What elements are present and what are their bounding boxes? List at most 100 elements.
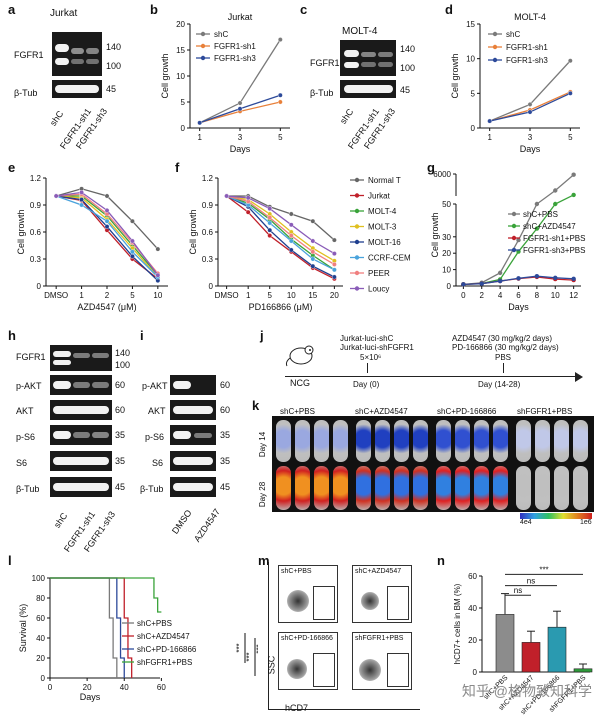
data-point <box>571 276 576 281</box>
y-axis-label: hCD7+ cells in BM (%) <box>453 583 462 664</box>
blot-image <box>170 400 216 420</box>
legend-label: MOLT-16 <box>368 238 401 247</box>
mouse-image-grid <box>272 416 594 512</box>
series-line <box>226 195 335 278</box>
data-point <box>516 237 521 243</box>
row-label: Day 28 <box>258 481 268 508</box>
series-line <box>226 195 335 265</box>
mouse-image <box>375 420 390 462</box>
row-label: p-S6 <box>145 432 165 442</box>
mouse-image <box>436 466 451 510</box>
tick-label: 60 <box>468 572 477 581</box>
y-axis-label: Survival (%) <box>18 604 28 653</box>
tick-label: 8 <box>535 291 540 300</box>
data-point <box>245 195 251 201</box>
legend-marker <box>511 211 517 217</box>
tick-label: 15 <box>466 20 475 29</box>
tick-label: 5 <box>267 291 272 300</box>
panel-label-d: d <box>445 2 453 17</box>
legend-label: shC+PBS <box>137 619 172 628</box>
flow-plot: shC+AZD4547 <box>352 565 412 623</box>
data-point <box>567 58 573 64</box>
legend-label: shC+PD-166866 <box>137 645 197 654</box>
series-line <box>56 195 159 276</box>
hcd7-axis <box>268 709 420 710</box>
tick-label: 0 <box>181 124 186 133</box>
tick-label: 1 <box>79 291 84 300</box>
legend-marker <box>354 270 360 276</box>
data-point <box>79 189 84 195</box>
legend-label: FGFR1-sh3+PBS <box>523 246 585 255</box>
chart-title: MOLT-4 <box>514 12 546 22</box>
legend-label: Normal T <box>368 176 401 185</box>
tick-label: 1 <box>487 133 492 142</box>
data-point <box>130 238 135 244</box>
series-line <box>226 195 335 271</box>
tick-label: 3 <box>238 133 243 142</box>
series-line <box>226 195 335 255</box>
mouse-image <box>276 466 291 510</box>
legend-label: CCRF-CEM <box>368 254 411 263</box>
mouse-image <box>493 420 508 462</box>
blot-image <box>50 425 112 445</box>
arrow-down-icon <box>503 363 504 373</box>
blot-image <box>50 400 112 420</box>
data-point <box>310 218 316 224</box>
timeline-axis <box>285 376 579 377</box>
mouse-image <box>314 420 329 462</box>
group-label: shFGFR1+PBS <box>517 407 573 416</box>
mw-marker: 60 <box>220 380 231 390</box>
mw-marker: 100 <box>115 360 131 370</box>
mouse-image <box>573 420 588 462</box>
tick-label: 0 <box>41 674 46 683</box>
legend-label: PEER <box>368 269 390 278</box>
mouse-image <box>535 420 550 462</box>
legend-marker <box>511 235 517 241</box>
row-label: S6 <box>152 458 164 468</box>
panel-label-i: i <box>140 328 144 343</box>
tick-label: 30 <box>442 233 451 242</box>
tick-label: 20 <box>83 683 92 692</box>
legend-marker <box>200 31 206 37</box>
legend-label: FGFR1-sh1 <box>214 42 256 51</box>
axis-label: SSC <box>266 655 277 675</box>
mouse-image <box>333 420 348 462</box>
tick-label: 0.6 <box>202 228 214 237</box>
panel-label-j: j <box>260 328 264 343</box>
legend-label: MOLT-3 <box>368 223 397 232</box>
tick-label: 6 <box>516 291 521 300</box>
data-point <box>310 256 316 262</box>
ssc-axis <box>268 562 269 710</box>
tick-label: 1.2 <box>202 174 214 183</box>
group-label: shC+PD-166866 <box>437 407 497 416</box>
survival-curve <box>50 577 162 613</box>
data-point <box>155 272 161 278</box>
data-point <box>288 247 294 253</box>
lane-label: shC <box>338 106 356 126</box>
tick-label: 10 <box>176 72 185 81</box>
mw-marker: 60 <box>115 380 126 390</box>
flow-plot-label: shFGFR1+PBS <box>355 635 404 642</box>
data-point <box>267 215 273 220</box>
data-point <box>567 90 573 96</box>
tick-label: 20 <box>36 654 45 663</box>
mw-marker: 45 <box>106 84 117 94</box>
tick-label: 0 <box>461 291 466 300</box>
legend-marker <box>354 177 360 183</box>
data-point <box>331 262 337 267</box>
data-point <box>237 100 243 106</box>
legend-marker <box>354 239 360 245</box>
significance-label: *** <box>539 565 548 574</box>
tick-label: 2 <box>480 291 485 300</box>
legend-label: shC <box>506 30 520 39</box>
mw-marker: 35 <box>220 430 231 440</box>
tick-label: 6000 <box>433 170 451 179</box>
legend-marker <box>492 57 498 63</box>
y-axis-label: Cell growth <box>188 209 198 254</box>
data-point <box>571 172 576 177</box>
x-axis-label: AZD4547 (μM) <box>77 302 136 312</box>
mouse-image <box>295 466 310 510</box>
legend-marker <box>354 224 360 229</box>
timeline-arrow-icon <box>575 372 583 382</box>
